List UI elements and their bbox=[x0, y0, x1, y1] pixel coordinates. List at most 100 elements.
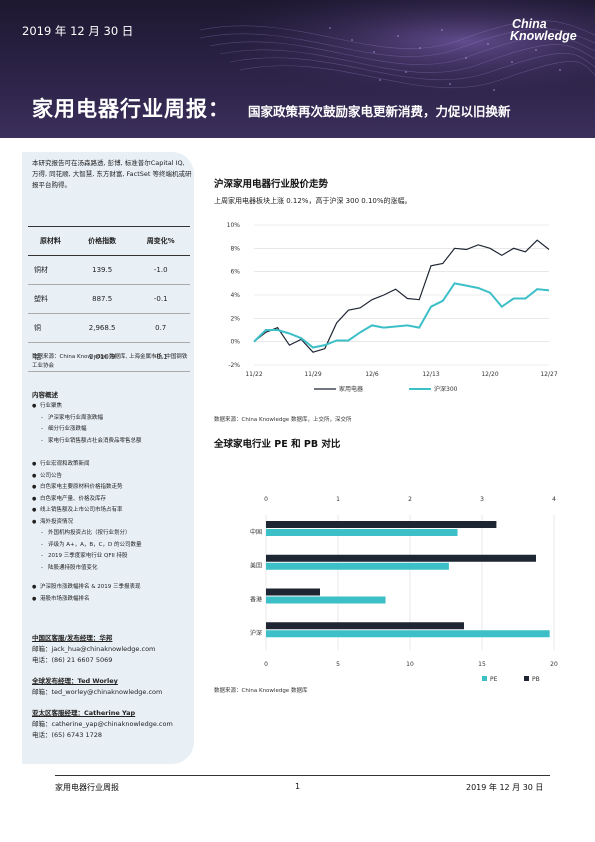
logo-line2: Knowledge bbox=[510, 29, 577, 43]
pe-bar bbox=[266, 596, 386, 604]
x-tick-label: 12/20 bbox=[481, 371, 498, 378]
contact-title: 中国区客服/发布经理：华邦 bbox=[32, 634, 113, 642]
section1-source: 数据来源：China Knowledge 数据库，上交所，深交所 bbox=[214, 417, 352, 423]
material-name: 铝 bbox=[28, 342, 73, 372]
pb-bar bbox=[266, 622, 464, 630]
table-header-cell: 价格指数 bbox=[72, 226, 132, 256]
weekly-change: -0.1 bbox=[131, 342, 190, 372]
y-tick-label: -2% bbox=[228, 362, 240, 369]
pe-axis-tick-label: 15 bbox=[478, 661, 486, 668]
logo-line1: China bbox=[512, 17, 547, 31]
table-header-row: 原材料 价格指数 周变化% bbox=[28, 226, 190, 256]
toc-item: 行业聚焦 bbox=[32, 401, 192, 413]
report-date: 2019 年 12 月 30 日 bbox=[22, 24, 134, 38]
weekly-change: -1.0 bbox=[131, 255, 190, 285]
x-tick-label: 11/29 bbox=[304, 371, 321, 378]
x-tick-label: 12/27 bbox=[540, 371, 557, 378]
pe-bar bbox=[266, 529, 458, 536]
legend-label: 家用电器 bbox=[339, 385, 363, 393]
table-row: 铜材 139.5 -1.0 bbox=[28, 255, 190, 285]
pe-bar bbox=[266, 630, 550, 638]
category-label: 香港 bbox=[250, 595, 262, 603]
table-row: 铜 2,968.5 0.7 bbox=[28, 313, 190, 343]
category-label: 沪深 bbox=[250, 629, 262, 637]
pb-axis-tick-label: 0 bbox=[264, 496, 268, 503]
section2-heading: 全球家电行业 PE 和 PB 对比 bbox=[214, 439, 341, 450]
pb-bar bbox=[266, 588, 320, 596]
stock-trend-line-chart: -2% 0% 2% 4% 6% 8% 10% 11/22 11/29 12/6 12/13 12/20… bbox=[227, 222, 558, 393]
toc-subitem: 家电行业销售额占社会消费品零售总额 bbox=[32, 436, 192, 448]
toc-item: 白色家电产量、价格及库存 bbox=[32, 494, 192, 506]
toc-item: 行业宏观和政策新闻 bbox=[32, 459, 192, 471]
legend-label: 沪深300 bbox=[434, 385, 458, 393]
x-tick-label: 12/13 bbox=[422, 371, 439, 378]
toc-item: 海外投资情况 bbox=[32, 517, 192, 529]
weekly-change: 0.7 bbox=[131, 313, 190, 343]
series-line-家用电器 bbox=[253, 239, 550, 353]
y-tick-label: 8% bbox=[230, 245, 240, 252]
pb-axis-tick-label: 1 bbox=[336, 496, 340, 503]
contact-china: 中国区客服/发布经理：华邦 邮箱：jack_hua@chinaknowledge… bbox=[32, 633, 197, 666]
footer-date: 2019 年 12 月 30 日 bbox=[466, 783, 544, 792]
footer-divider bbox=[55, 775, 550, 776]
contact-global: 全球发布经理：Ted Worley 邮箱：ted_worley@chinakno… bbox=[32, 676, 197, 698]
legend-swatch bbox=[482, 676, 487, 681]
table-source-note: 数据来源：China Knowledge 数据库, 上海金属市场, 中国钢铁工业… bbox=[32, 354, 188, 369]
contact-apac: 亚太区客服经理：Catherine Yap 邮箱：catherine_yap@c… bbox=[32, 708, 197, 741]
toc-item: 港股市场涨跌幅排名 bbox=[32, 594, 192, 606]
pe-axis-tick-label: 5 bbox=[336, 661, 340, 668]
toc-item: 公司公告 bbox=[32, 471, 192, 483]
banner-wave-decoration bbox=[0, 0, 595, 138]
category-label: 中国 bbox=[250, 528, 262, 536]
y-tick-label: 0% bbox=[230, 339, 240, 346]
y-tick-label: 6% bbox=[230, 269, 240, 276]
contact-title: 亚太区客服经理：Catherine Yap bbox=[32, 709, 136, 717]
price-index: 887.5 bbox=[72, 284, 132, 314]
series-line-沪深300 bbox=[253, 282, 550, 349]
contact-email[interactable]: 邮箱：ted_worley@chinaknowledge.com bbox=[32, 688, 163, 696]
x-tick-label: 11/22 bbox=[245, 371, 262, 378]
pb-axis-tick-label: 3 bbox=[480, 496, 484, 503]
table-header-cell: 周变化% bbox=[131, 226, 190, 256]
contact-phone: 电话：(65) 6743 1728 bbox=[32, 731, 103, 739]
material-name: 铜材 bbox=[28, 255, 73, 285]
contact-title: 全球发布经理：Ted Worley bbox=[32, 677, 118, 685]
y-tick-label: 10% bbox=[227, 222, 241, 229]
table-of-contents: 内容概述 行业聚焦 沪深家电行业周涨跌幅 细分行业涨跌幅 家电行业销售额占社会消… bbox=[32, 390, 192, 605]
availability-note: 本研究报告可在汤森路透, 彭博, 标准普尔Capital IQ, 万得, 同花顺… bbox=[32, 159, 192, 189]
pb-bar bbox=[266, 554, 536, 562]
page-number: 1 bbox=[295, 782, 301, 791]
table-header-cell: 原材料 bbox=[28, 226, 73, 256]
pb-axis-tick-label: 4 bbox=[552, 496, 556, 503]
toc-subitem: 2019 三季度家电行业 QFII 持股 bbox=[32, 551, 192, 563]
x-tick-label: 12/6 bbox=[365, 371, 379, 378]
material-name: 铜 bbox=[28, 313, 73, 343]
section1-text: 上周家用电器板块上涨 0.12%，高于沪深 300 0.10%的涨幅。 bbox=[214, 197, 412, 205]
weekly-change: -0.1 bbox=[131, 284, 190, 314]
contact-phone: 电话：(86) 21 6607 5069 bbox=[32, 656, 113, 664]
header-banner: 2019 年 12 月 30 日 China Knowledge 家用电器行业周… bbox=[0, 0, 595, 138]
contact-email[interactable]: 邮箱：catherine_yap@chinaknowledge.com bbox=[32, 720, 173, 728]
pe-axis-tick-label: 20 bbox=[550, 661, 558, 668]
contact-email[interactable]: 邮箱：jack_hua@chinaknowledge.com bbox=[32, 645, 156, 653]
pb-bar bbox=[266, 521, 497, 528]
category-label: 美国 bbox=[250, 562, 262, 570]
china-knowledge-logo: China Knowledge bbox=[510, 17, 577, 43]
table-row: 铝 1,010.9 -0.1 bbox=[28, 342, 190, 372]
toc-item: 线上销售额及上市公司市场占有率 bbox=[32, 505, 192, 517]
report-title: 家用电器行业周报： bbox=[32, 97, 230, 121]
y-tick-label: 4% bbox=[230, 292, 240, 299]
toc-subitem: 评级为 A+，A，B，C，D 的公司数量 bbox=[32, 540, 192, 552]
toc-subitem: 沪深家电行业周涨跌幅 bbox=[32, 413, 192, 425]
pe-axis-tick-label: 10 bbox=[406, 661, 414, 668]
pb-axis-tick-label: 2 bbox=[408, 496, 412, 503]
toc-subitem: 外国机构投资占比（按行业划分） bbox=[32, 528, 192, 540]
toc-subitem: 陆股通持股市值变化 bbox=[32, 563, 192, 575]
y-tick-label: 2% bbox=[230, 315, 240, 322]
legend-swatch bbox=[524, 676, 529, 681]
toc-title: 内容概述 bbox=[32, 391, 58, 399]
raw-material-table: 原材料 价格指数 周变化% 铜材 139.5 -1.0 塑料 887.5 -0.… bbox=[28, 226, 190, 372]
pe-axis-tick-label: 0 bbox=[264, 661, 268, 668]
toc-item: 白色家电主要原材料价格指数走势 bbox=[32, 482, 192, 494]
